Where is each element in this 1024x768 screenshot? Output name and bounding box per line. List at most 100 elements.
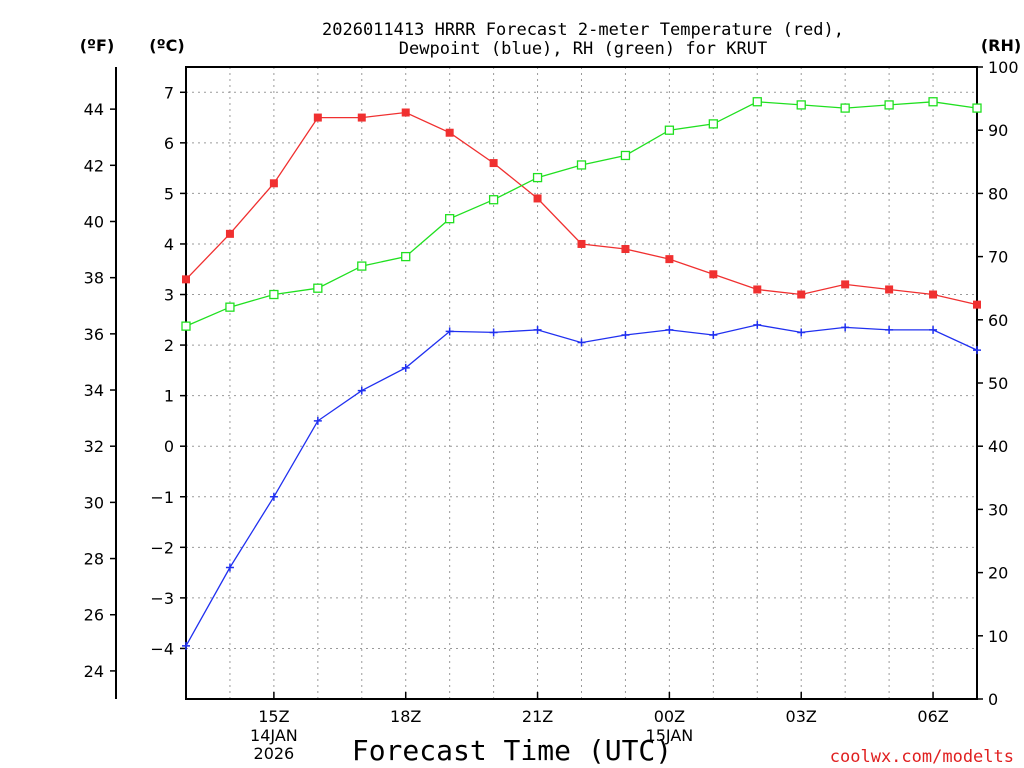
rh-point (401, 251, 411, 262)
dewpoint-point (621, 330, 630, 339)
rh-point (488, 195, 499, 205)
temperature-point (313, 113, 322, 122)
celsius-tick-label: −3 (150, 589, 174, 608)
rh-unit-label: (RH) (981, 36, 1021, 55)
rh-point (532, 172, 543, 183)
celsius-tick-label: 2 (164, 336, 174, 355)
dewpoint-point (269, 492, 278, 501)
rh-point (225, 302, 235, 312)
fahrenheit-tick-label: 26 (84, 606, 104, 625)
fahrenheit-tick-label: 36 (84, 325, 104, 344)
rh-point (884, 100, 894, 110)
rh-point (928, 97, 938, 107)
temperature-point (841, 280, 850, 289)
x-tick-label: 15Z (258, 707, 289, 726)
rh-point (445, 214, 455, 224)
x-axis-title: Forecast Time (UTC) (352, 734, 672, 767)
axes (110, 66, 983, 700)
chart-title-line-1: 2026011413 HRRR Forecast 2-meter Tempera… (322, 20, 844, 40)
temperature-point (753, 285, 762, 294)
rh-tick-label: 50 (988, 374, 1008, 393)
temperature-point (929, 290, 938, 299)
dewpoint-point (225, 563, 234, 572)
dewpoint-point (489, 328, 498, 337)
rh-point (796, 100, 806, 110)
dewpoint-point (665, 325, 674, 334)
temperature-point (357, 113, 366, 122)
rh-point (576, 160, 587, 170)
chart-title-line-2: Dewpoint (blue), RH (green) for KRUT (399, 39, 767, 59)
rh-point (708, 119, 718, 129)
rh-point (972, 103, 982, 113)
celsius-tick-label: 5 (164, 184, 174, 203)
dewpoint-point (445, 327, 454, 336)
temperature-point (533, 194, 542, 203)
temperature-point (885, 285, 894, 294)
dewpoint-point (577, 338, 586, 347)
rh-tick-label: 80 (988, 184, 1008, 203)
rh-line (185, 101, 978, 327)
rh-point (752, 97, 762, 107)
dewpoint-point (313, 416, 322, 425)
temperature-point (489, 159, 498, 168)
temperature-point (973, 300, 981, 309)
dewpoint-point (533, 325, 542, 334)
rh-tick-label: 70 (988, 248, 1008, 267)
temperature-point (401, 108, 410, 117)
fahrenheit-tick-label: 24 (84, 662, 104, 681)
x-date-label: 15JAN (646, 726, 694, 745)
x-tick-label: 21Z (522, 707, 553, 726)
celsius-unit-label: (ºC) (149, 36, 184, 55)
data-series (181, 97, 982, 650)
x-tick-label: 18Z (390, 707, 421, 726)
rh-point (313, 283, 323, 293)
celsius-tick-label: 3 (164, 286, 174, 305)
fahrenheit-unit-label: (ºF) (80, 36, 115, 55)
rh-tick-label: 90 (988, 121, 1008, 140)
fahrenheit-tick-label: 32 (84, 437, 104, 456)
rh-point (269, 289, 279, 300)
temperature-point (797, 290, 806, 299)
rh-tick-label: 40 (988, 437, 1008, 456)
x-tick-label: 00Z (654, 707, 685, 726)
x-date-label: 14JAN (250, 726, 298, 745)
dewpoint-point (973, 346, 981, 355)
rh-tick-label: 60 (988, 311, 1008, 330)
temperature-point (709, 270, 718, 279)
fahrenheit-tick-label: 34 (84, 381, 104, 400)
fahrenheit-tick-label: 28 (84, 550, 104, 569)
rh-point (620, 150, 631, 161)
dewpoint-point (841, 323, 850, 332)
temperature-point (621, 245, 630, 254)
dewpoint-point (401, 363, 410, 372)
celsius-tick-label: 6 (164, 134, 174, 153)
fahrenheit-tick-label: 42 (84, 156, 104, 175)
x-tick-label: 06Z (917, 707, 948, 726)
dewpoint-point (753, 320, 762, 329)
rh-point (357, 261, 367, 271)
temperature-point (225, 229, 234, 238)
rh-tick-label: 10 (988, 627, 1008, 646)
fahrenheit-tick-label: 40 (84, 212, 104, 231)
temperature-point (445, 128, 454, 137)
celsius-tick-label: 4 (164, 235, 174, 254)
rh-point (840, 103, 850, 113)
dewpoint-point (929, 325, 938, 334)
x-date-label: 2026 (254, 744, 295, 763)
rh-tick-label: 20 (988, 564, 1008, 583)
rh-point (664, 125, 675, 135)
rh-tick-label: 30 (988, 500, 1008, 519)
rh-point (181, 321, 191, 331)
rh-tick-label: 0 (988, 690, 998, 709)
celsius-tick-label: 1 (164, 387, 174, 406)
temperature-line (185, 111, 978, 306)
rh-tick-label: 100 (988, 58, 1019, 77)
credit-text: coolwx.com/modelts (830, 747, 1014, 767)
temperature-point (182, 275, 190, 284)
temperature-point (665, 255, 674, 264)
dewpoint-point (797, 328, 806, 337)
dewpoint-point (182, 641, 190, 650)
celsius-tick-label: 7 (164, 83, 174, 102)
dewpoint-point (885, 325, 894, 334)
chart-text: 2026011413 HRRR Forecast 2-meter Tempera… (80, 20, 1021, 767)
